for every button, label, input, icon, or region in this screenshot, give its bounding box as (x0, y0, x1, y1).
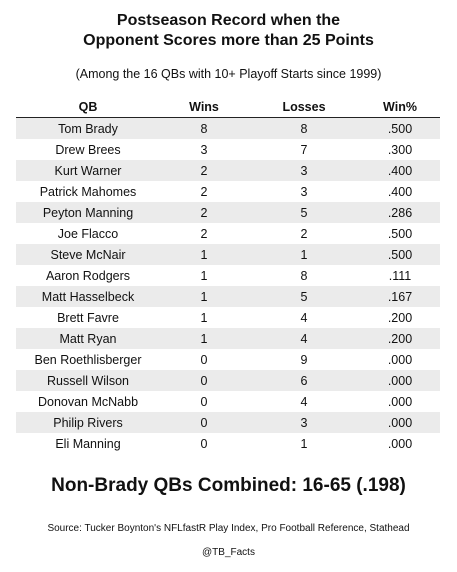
cell-losses: 9 (300, 352, 308, 367)
table-row: Tom Brady 8 8.500 (16, 117, 440, 139)
cell-win-pct: .500 (387, 226, 413, 241)
cell-win-pct: .500 (360, 244, 440, 265)
cell-wins: 1 (160, 286, 248, 307)
table-row: Aaron Rodgers 1 8 .111 (16, 265, 440, 286)
cell-wins: 2 (160, 160, 248, 181)
chart-title-line-2: Opponent Scores more than 25 Points (83, 32, 374, 49)
cell-win-pct: .111 (388, 268, 412, 283)
cell-win-pct: .000 (387, 394, 413, 409)
table-row: Peyton Manning 2 5.286 (16, 202, 440, 223)
cell-wins: 1 (200, 268, 208, 283)
cell-losses: 4 (300, 310, 308, 325)
cell-win-pct: .200 (360, 328, 440, 349)
cell-qb: Aaron Rodgers (45, 268, 131, 283)
combined-summary: Non-Brady QBs Combined: 16-65 (.198) (51, 475, 406, 496)
cell-wins: 3 (200, 142, 208, 157)
cell-qb: Ben Roethlisberger (34, 352, 142, 367)
cell-wins: 0 (200, 394, 208, 409)
table-body: Tom Brady 8 8.500 Drew Brees 3 7.300 Kurt Warn… (16, 117, 440, 455)
cell-losses: 5 (248, 202, 360, 223)
cell-wins: 2 (160, 202, 248, 223)
source-note: Source: Tucker Boynton's NFLfastR Play I… (47, 523, 410, 534)
table-row: Matt Hasselbeck 1 5.167 (16, 286, 440, 307)
cell-qb: Philip Rivers (16, 412, 160, 433)
column-header-win-pct: Win% (360, 96, 440, 118)
table-row: Patrick Mahomes 2 3 .400 (16, 181, 440, 202)
cell-win-pct: .167 (360, 286, 440, 307)
cell-qb: Kurt Warner (16, 160, 160, 181)
cell-wins: 0 (160, 370, 248, 391)
cell-qb: Eli Manning (55, 436, 121, 451)
cell-qb: Tom Brady (16, 117, 160, 139)
cell-wins: 0 (200, 436, 208, 451)
table-row: Donovan McNabb 0 4 .000 (16, 391, 440, 412)
cell-qb: Donovan McNabb (37, 394, 139, 409)
cell-losses: 6 (248, 370, 360, 391)
cell-losses: 8 (300, 268, 308, 283)
cell-qb: Patrick Mahomes (39, 184, 137, 199)
cell-win-pct: .000 (387, 436, 413, 451)
cell-wins: 8 (160, 117, 248, 139)
table-header-row: QB Wins Losses Win% (16, 96, 440, 118)
cell-losses: 5 (248, 286, 360, 307)
cell-qb: Matt Ryan (16, 328, 160, 349)
cell-losses: 1 (248, 244, 360, 265)
table-row: Ben Roethlisberger 0 9 .000 (16, 349, 440, 370)
cell-losses: 1 (300, 436, 308, 451)
column-header-losses: Losses (248, 96, 360, 118)
cell-wins: 0 (200, 352, 208, 367)
cell-wins: 2 (200, 226, 208, 241)
cell-losses: 4 (300, 394, 308, 409)
cell-losses: 2 (300, 226, 308, 241)
chart-title-line-1: Postseason Record when the (116, 12, 341, 29)
cell-win-pct: .000 (360, 412, 440, 433)
cell-win-pct: .000 (387, 352, 413, 367)
cell-qb: Joe Flacco (57, 226, 119, 241)
table-row: Joe Flacco 2 2 .500 (16, 223, 440, 244)
cell-win-pct: .286 (360, 202, 440, 223)
table-row: Eli Manning 0 1 .000 (16, 433, 440, 454)
cell-win-pct: .400 (387, 184, 413, 199)
table-row: Philip Rivers 0 3.000 (16, 412, 440, 433)
cell-wins: 1 (160, 328, 248, 349)
cell-qb: Drew Brees (55, 142, 121, 157)
table-row: Russell Wilson 0 6.000 (16, 370, 440, 391)
cell-win-pct: .500 (360, 117, 440, 139)
cell-losses: 3 (248, 412, 360, 433)
table-row: Brett Favre 1 4 .200 (16, 307, 440, 328)
cell-losses: 7 (300, 142, 308, 157)
cell-wins: 1 (200, 310, 208, 325)
table-row: Matt Ryan 1 4.200 (16, 328, 440, 349)
cell-losses: 8 (248, 117, 360, 139)
cell-losses: 3 (248, 160, 360, 181)
cell-qb: Matt Hasselbeck (16, 286, 160, 307)
cell-win-pct: .300 (387, 142, 413, 157)
cell-wins: 2 (200, 184, 208, 199)
table-row: Steve McNair 1 1.500 (16, 244, 440, 265)
table-row: Drew Brees 3 7 .300 (16, 139, 440, 160)
cell-qb: Brett Favre (57, 310, 119, 325)
cell-losses: 4 (248, 328, 360, 349)
author-handle: @TB_Facts (202, 547, 255, 558)
cell-win-pct: .400 (360, 160, 440, 181)
cell-win-pct: .000 (360, 370, 440, 391)
cell-wins: 1 (160, 244, 248, 265)
column-header-wins: Wins (160, 96, 248, 118)
cell-win-pct: .200 (387, 310, 413, 325)
qb-record-table: QB Wins Losses Win% Tom Brady 8 8.500 Drew … (16, 96, 440, 454)
cell-wins: 0 (160, 412, 248, 433)
cell-losses: 3 (300, 184, 308, 199)
chart-subtitle: (Among the 16 QBs with 10+ Playoff Start… (75, 67, 382, 81)
column-header-qb: QB (16, 96, 160, 118)
cell-qb: Steve McNair (16, 244, 160, 265)
cell-qb: Russell Wilson (16, 370, 160, 391)
table-row: Kurt Warner 2 3.400 (16, 160, 440, 181)
cell-qb: Peyton Manning (16, 202, 160, 223)
